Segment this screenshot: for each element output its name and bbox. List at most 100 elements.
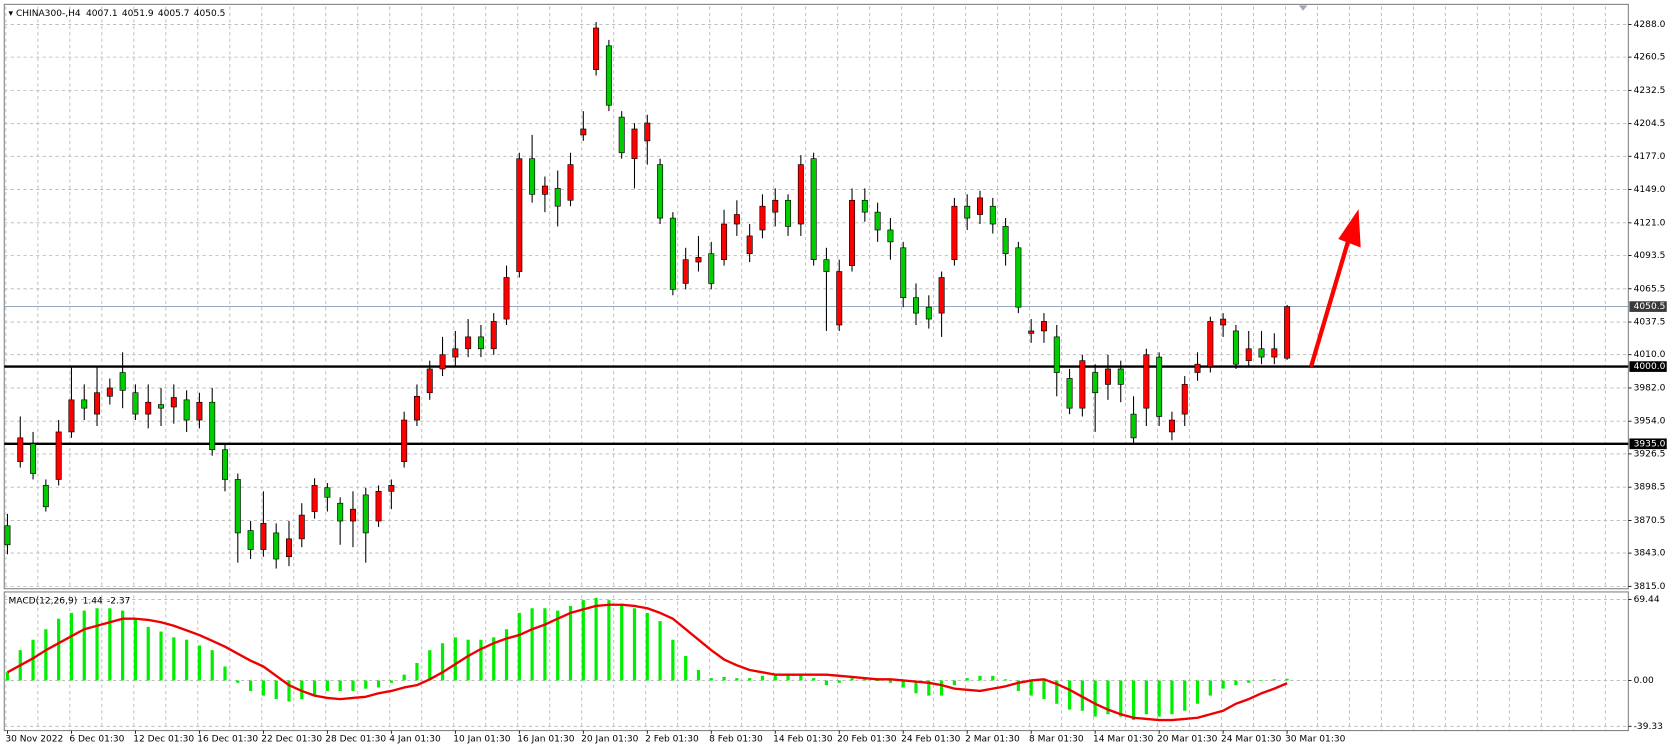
macd-bar (428, 650, 432, 681)
macd-bar (479, 639, 483, 681)
candle-body (349, 508, 356, 522)
y-tick-label: 4204.5 (1634, 119, 1666, 129)
candle-body (1284, 306, 1291, 359)
candle-body (273, 532, 280, 560)
y-tick-label: 0.00 (1634, 676, 1654, 686)
macd-bar (556, 610, 560, 681)
candle-body (797, 164, 804, 225)
y-tick-label: 4037.5 (1634, 318, 1666, 328)
y-tick-label: 3954.0 (1634, 417, 1666, 427)
candle-body (1258, 348, 1265, 358)
macd-bar (5, 672, 10, 681)
candle-body (1079, 360, 1086, 409)
header-high: 4051.9 (122, 8, 154, 18)
candle-body (708, 253, 715, 284)
x-tick-label: 2 Mar 01:30 (965, 735, 1020, 745)
x-tick-label: 8 Feb 01:30 (709, 735, 763, 745)
y-tick-label: 4010.0 (1634, 350, 1666, 360)
candle-body (401, 419, 408, 462)
header-close: 4050.5 (194, 8, 226, 18)
candle-body (1271, 348, 1278, 358)
macd-bar (1170, 680, 1174, 715)
macd-bar (159, 631, 163, 681)
macd-bar (338, 680, 342, 691)
macd-main: 1.44 (83, 596, 103, 606)
level-label-box (1629, 438, 1667, 450)
macd-bar (1183, 680, 1187, 711)
candle-body (785, 199, 792, 227)
y-tick-label: 4149.0 (1634, 185, 1666, 195)
candle-body (1181, 384, 1188, 415)
macd-bar (799, 674, 803, 681)
candle-body (1002, 226, 1009, 255)
macd-bar (82, 610, 86, 681)
y-tick-label: 3982.0 (1634, 383, 1666, 393)
candle-body (42, 485, 49, 508)
macd-bar (824, 680, 829, 686)
candle-body (452, 348, 459, 358)
candle-body (1245, 348, 1252, 361)
candle-body (695, 256, 702, 263)
candle-body (618, 116, 625, 154)
macd-bar (312, 680, 317, 696)
candle-body (913, 297, 919, 314)
candle-body (900, 247, 907, 299)
header-low: 4005.7 (158, 8, 190, 18)
y-tick-label: 3926.5 (1634, 449, 1666, 459)
current-price-box (1629, 301, 1667, 312)
macd-bar (248, 680, 253, 691)
y-tick-label: 4093.5 (1634, 251, 1666, 261)
macd-bar (504, 629, 509, 681)
candle-body (55, 431, 62, 480)
candle-body (490, 321, 497, 350)
macd-bar (991, 675, 995, 681)
macd-bar (440, 643, 445, 681)
x-tick-label: 8 Mar 01:30 (1029, 735, 1084, 745)
x-tick-label: 22 Dec 01:30 (261, 735, 322, 745)
y-tick-label: 4065.5 (1634, 284, 1666, 294)
macd-bar (722, 676, 726, 681)
candle-body (554, 188, 561, 207)
plot-layer: 4288.0 4260.5 4232.5 4204.5 4177.0 4149.0 4121… (4, 20, 1667, 745)
macd-bar (901, 680, 905, 688)
macd-bar (1106, 680, 1110, 715)
candle-body (298, 514, 305, 540)
candle-body (733, 214, 740, 225)
macd-bar (786, 674, 790, 681)
y-tick-label: 3815.0 (1634, 582, 1666, 592)
macd-bar (530, 608, 534, 681)
macd-bar (197, 645, 202, 681)
symbol: CHINA300-,H4 (16, 8, 81, 18)
macd-bar (274, 680, 278, 700)
macd-bar (965, 678, 969, 681)
candle-body (503, 277, 510, 320)
candle-body (439, 354, 446, 370)
signal-line (6, 603, 1288, 722)
macd-bar (1067, 680, 1072, 710)
macd-bar (837, 680, 841, 683)
x-tick-label: 20 Mar 01:30 (1157, 735, 1218, 745)
macd-bar (95, 608, 99, 681)
candle-body (375, 491, 382, 522)
macd-bar (709, 678, 713, 681)
macd-bar (466, 639, 470, 681)
candle-body (477, 336, 484, 350)
macd-bar (415, 663, 419, 681)
macd-bar (1144, 680, 1148, 715)
candle-body (593, 27, 600, 70)
annotation-arrow (1309, 209, 1361, 367)
candle-body (580, 128, 587, 136)
candle-body (1040, 321, 1047, 332)
candle-body (1117, 368, 1124, 385)
candle-body (1220, 318, 1227, 326)
candle-body (286, 538, 292, 557)
candle-body (810, 158, 817, 260)
candle-body (81, 399, 88, 409)
candle-body (1156, 356, 1163, 417)
macd-bar (325, 680, 329, 691)
macd-bar (146, 626, 150, 681)
candle-body (721, 223, 728, 260)
macd-bar (1259, 680, 1264, 682)
macd-bar (402, 674, 406, 681)
